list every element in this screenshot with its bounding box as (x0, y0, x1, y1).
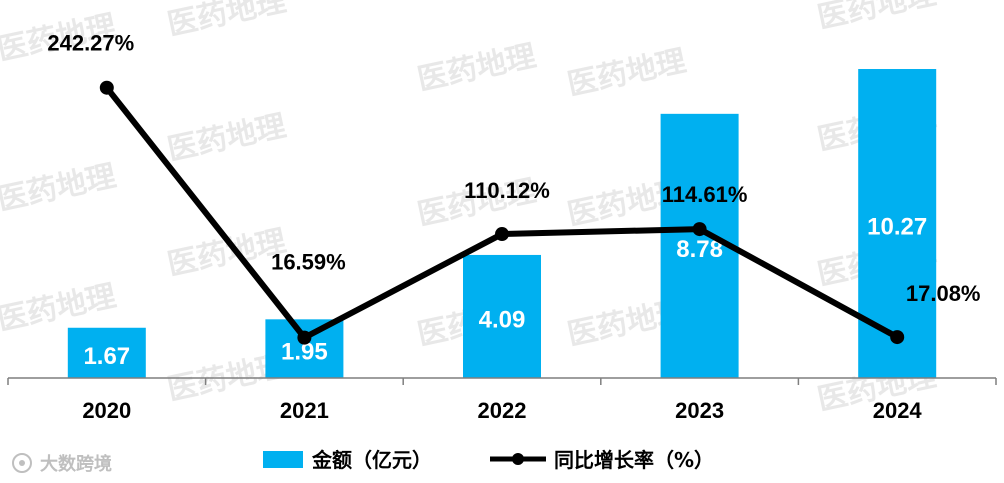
legend-bar-label: 金额（亿元） (311, 448, 432, 472)
line-point (692, 222, 707, 237)
line-value-label: 16.59% (271, 250, 346, 275)
x-axis: 2020 2021 2022 2023 2024 (7, 377, 997, 423)
line-point (495, 227, 509, 242)
legend-line-marker (512, 453, 524, 465)
watermark-text: 医药地理 (814, 0, 939, 36)
bar-series (67, 69, 937, 379)
watermark-text: 医药地理 (414, 39, 539, 98)
bar (67, 327, 146, 378)
line-point (99, 80, 114, 95)
line-point (297, 330, 312, 345)
line-value-label: 110.12% (464, 178, 550, 203)
x-tick-label: 2024 (873, 398, 923, 423)
watermark-text: 医药地理 (164, 0, 289, 43)
legend-bar-swatch (263, 451, 303, 468)
logo-text: 大数跨境 (40, 453, 112, 475)
line-value-labels: 242.27% 16.59% 110.12% 114.61% 17.08% (47, 31, 980, 306)
watermark-text: 医药地理 (0, 159, 119, 218)
bar-value-label: 1.67 (83, 343, 130, 370)
watermark-text: 医药地理 (564, 44, 689, 103)
line-point (890, 330, 905, 345)
watermark-text: 医药地理 (164, 109, 289, 168)
legend: 金额（亿元） 同比增长率（%） (263, 448, 714, 472)
source-logo: 大数跨境 (12, 453, 112, 475)
logo-icon (12, 453, 32, 473)
bar-value-label: 10.27 (867, 214, 927, 241)
line-value-label: 242.27% (47, 31, 134, 56)
line-value-label: 17.08% (906, 281, 981, 306)
x-tick-label: 2021 (280, 398, 329, 423)
bar (265, 319, 344, 378)
bar (858, 69, 937, 378)
x-tick-label: 2022 (478, 398, 527, 423)
bar-value-label: 4.09 (479, 306, 526, 333)
line-value-label: 114.61% (662, 182, 748, 207)
line-series (99, 80, 905, 345)
legend-line-label: 同比增长率（%） (554, 448, 714, 472)
logo-icon-dot (19, 460, 25, 466)
x-tick-label: 2023 (675, 398, 724, 423)
x-tick-label: 2020 (82, 398, 131, 423)
bar (463, 254, 541, 378)
